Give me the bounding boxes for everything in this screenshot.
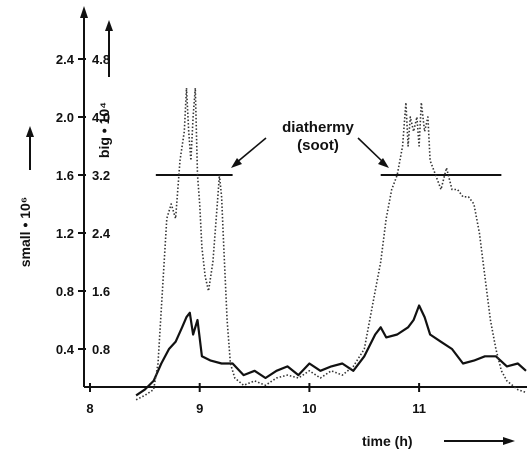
y-tick-label-big: 1.6 bbox=[92, 284, 110, 299]
x-tick-label: 9 bbox=[196, 401, 203, 416]
y-tick-label-small: 2.0 bbox=[56, 110, 74, 125]
axes-group bbox=[80, 6, 527, 388]
y-axis-label-big: big • 10⁴ bbox=[96, 102, 112, 158]
y-axis-label-small: small • 10⁶ bbox=[17, 197, 33, 268]
y-tick-label-small: 2.4 bbox=[56, 52, 75, 67]
y-tick-label-small: 1.2 bbox=[56, 226, 74, 241]
y-tick-label-big: 2.4 bbox=[92, 226, 111, 241]
x-axis-label-arrow-head bbox=[503, 437, 515, 445]
x-axis-label: time (h) bbox=[362, 433, 413, 449]
y-ticks: 0.4 0.8 0.8 1.6 1.2 2.4 1.6 3.2 2.0 4.0 2.4 4.8 bbox=[56, 52, 111, 357]
x-tick-label: 11 bbox=[412, 401, 426, 416]
annotation-arrow-left bbox=[235, 137, 267, 164]
y-tick-label-big: 3.2 bbox=[92, 168, 110, 183]
series-small-solid-line bbox=[135, 304, 527, 397]
x-tick-label: 10 bbox=[302, 401, 316, 416]
y-tick-label-big: 0.8 bbox=[92, 342, 110, 357]
y-tick-label-small: 0.4 bbox=[56, 342, 75, 357]
y-axis-label-big-arrow-head bbox=[105, 20, 113, 31]
series-big-dotted-line bbox=[135, 87, 527, 401]
y-axis-arrow bbox=[80, 6, 88, 18]
y-tick-label-big: 4.0 bbox=[92, 110, 110, 125]
y-tick-label-small: 1.6 bbox=[56, 168, 74, 183]
annotation-arrows bbox=[231, 137, 389, 168]
annotation-arrow-left-head bbox=[231, 158, 242, 168]
y-tick-label-big: 4.8 bbox=[92, 52, 110, 67]
annotation-line1: diathermy bbox=[282, 119, 354, 136]
series-group bbox=[135, 87, 527, 401]
x-ticks: 8 9 10 11 bbox=[86, 383, 426, 416]
annotation-arrow-right bbox=[357, 137, 385, 164]
x-tick-label: 8 bbox=[86, 401, 93, 416]
annotation-arrow-right-head bbox=[378, 158, 389, 168]
y-axis-label-small-arrow-head bbox=[26, 126, 34, 137]
y-tick-label-small: 0.8 bbox=[56, 284, 74, 299]
annotation-line2: (soot) bbox=[297, 137, 339, 154]
